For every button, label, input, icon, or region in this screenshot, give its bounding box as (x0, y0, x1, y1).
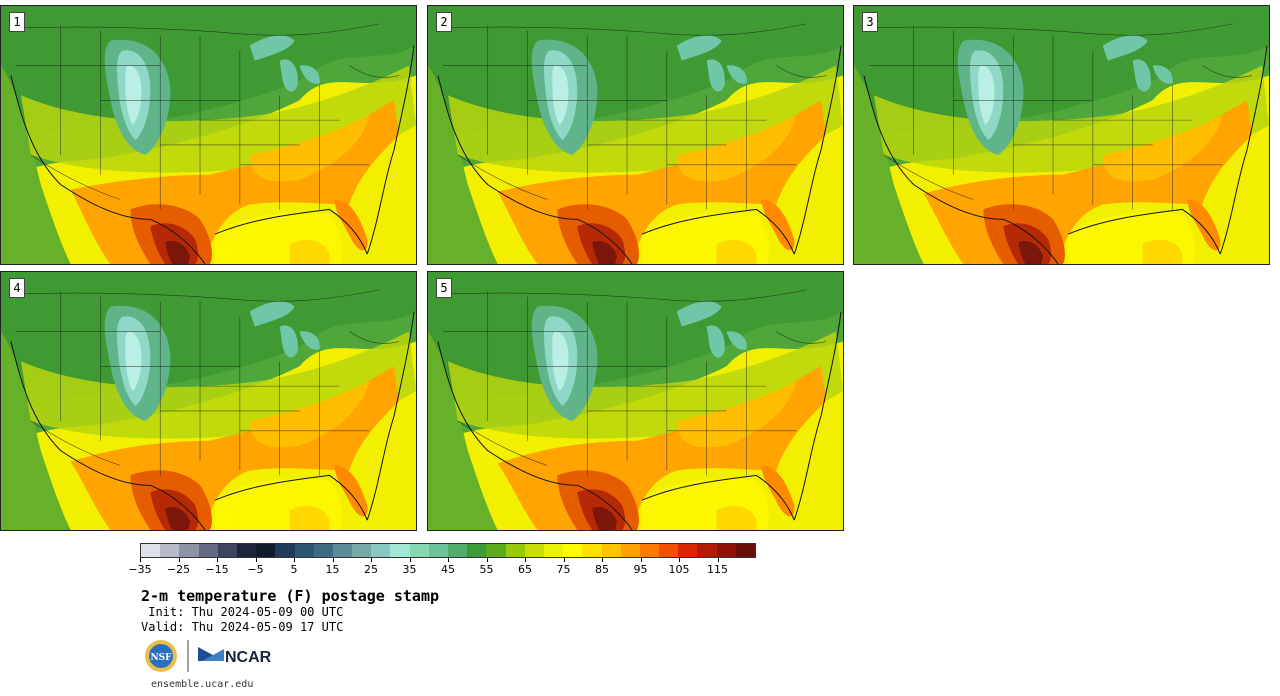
valid-time: Valid: Thu 2024-05-09 17 UTC (141, 620, 344, 634)
colorbar-swatch (179, 544, 199, 557)
colorbar-swatch (236, 544, 257, 557)
colorbar-tick (602, 558, 603, 562)
colorbar-swatch (160, 544, 180, 557)
temperature-map (1, 6, 416, 264)
member-number-label: 2 (436, 12, 452, 32)
colorbar-swatch (697, 544, 717, 557)
colorbar-swatch (294, 544, 314, 557)
colorbar-tick (178, 558, 180, 562)
colorbar-tick-label: 95 (633, 563, 648, 576)
colorbar-swatch (332, 544, 353, 557)
website-url: ensemble.ucar.edu (151, 679, 254, 690)
colorbar-tick-label: 105 (668, 563, 690, 576)
colorbar-tick-label: −25 (166, 563, 191, 576)
colorbar-swatch (217, 544, 237, 557)
colorbar-tick-label: 45 (441, 563, 455, 576)
colorbar-tick-label: −35 (128, 563, 152, 576)
ensemble-member-map-panel: 1 (0, 5, 417, 265)
colorbar-tick-label: 35 (402, 563, 417, 576)
colorbar-swatch (448, 544, 468, 557)
colorbar-swatch (486, 544, 506, 557)
colorbar-tick-label: 85 (595, 563, 609, 576)
colorbar-tick-label: 15 (325, 563, 340, 576)
colorbar-tick-label: −15 (205, 563, 229, 576)
ensemble-member-map-panel: 5 (427, 271, 844, 531)
colorbar-swatch (275, 544, 295, 557)
colorbar-ticks: −35 −25 −15 −5 5 15 25 35 45 55 65 75 85 95 105 115 (128, 558, 756, 578)
nsf-logo-icon: NSF (145, 640, 177, 672)
temperature-map (1, 272, 416, 530)
ensemble-member-map-panel: 2 (427, 5, 844, 265)
colorbar-swatch (467, 544, 487, 557)
colorbar-tick-label: 65 (518, 563, 532, 576)
nsf-logo-text: NSF (150, 653, 172, 663)
colorbar-swatch (601, 544, 621, 557)
figure-title: 2-m temperature (F) postage stamp (141, 587, 440, 605)
colorbar-swatch (678, 544, 698, 557)
colorbar-swatch (313, 544, 333, 557)
colorbar-swatch (352, 544, 372, 557)
member-number-label: 4 (9, 278, 25, 298)
colorbar-swatch (620, 544, 640, 557)
colorbar-tick (255, 558, 257, 562)
colorbar-tick-label: 115 (707, 563, 728, 576)
colorbar-tick (679, 558, 680, 562)
nsf-ncar-logos: NSF (145, 640, 224, 672)
colorbar-swatch (659, 544, 679, 557)
colorbar-tick (486, 558, 488, 562)
colorbar-tick-label: 25 (364, 563, 378, 576)
colorbar-tick (717, 558, 719, 562)
colorbar-tick (294, 558, 295, 562)
colorbar-swatch (543, 544, 564, 557)
colorbar-tick-label: −5 (247, 563, 264, 576)
colorbar-tick (217, 558, 218, 562)
temperature-map (428, 272, 843, 530)
colorbar-swatch (582, 544, 602, 557)
member-number-label: 1 (9, 12, 25, 32)
colorbar-swatch (390, 544, 410, 557)
init-time: Init: Thu 2024-05-09 00 UTC (141, 605, 344, 619)
colorbar-tick-label: 55 (479, 563, 494, 576)
member-number-label: 5 (436, 278, 452, 298)
colorbar-swatch (563, 544, 583, 557)
colorbar-swatch (141, 544, 161, 557)
logos: NSF (144, 637, 284, 675)
colorbar-tick (371, 558, 372, 562)
ncar-logo-icon (198, 647, 224, 661)
colorbar-tick (409, 558, 411, 562)
ensemble-member-map-panel: 3 (853, 5, 1270, 265)
colorbar-swatch (639, 544, 660, 557)
temperature-map (428, 6, 843, 264)
colorbar-swatch (409, 544, 429, 557)
colorbar-tick (640, 558, 642, 562)
colorbar-tick (525, 558, 526, 562)
colorbar-swatch (428, 544, 448, 557)
colorbar-tick (448, 558, 449, 562)
colorbar-tick (563, 558, 565, 562)
colorbar-swatch (256, 544, 276, 557)
temperature-map (854, 6, 1269, 264)
colorbar-tick-label: 75 (556, 563, 571, 576)
ncar-logo-text: NCAR (225, 649, 272, 666)
colorbar-swatch (735, 544, 755, 557)
colorbar-swatch (371, 544, 391, 557)
colorbar-swatch (716, 544, 736, 557)
ensemble-member-map-panel: 4 (0, 271, 417, 531)
colorbar-swatch (505, 544, 525, 557)
colorbar-swatch (198, 544, 218, 557)
colorbar-tick (140, 558, 141, 562)
colorbar-tick (332, 558, 334, 562)
colorbar-swatch (524, 544, 544, 557)
temperature-colorbar (140, 543, 756, 558)
colorbar-tick-label: 5 (290, 563, 298, 576)
member-number-label: 3 (862, 12, 878, 32)
